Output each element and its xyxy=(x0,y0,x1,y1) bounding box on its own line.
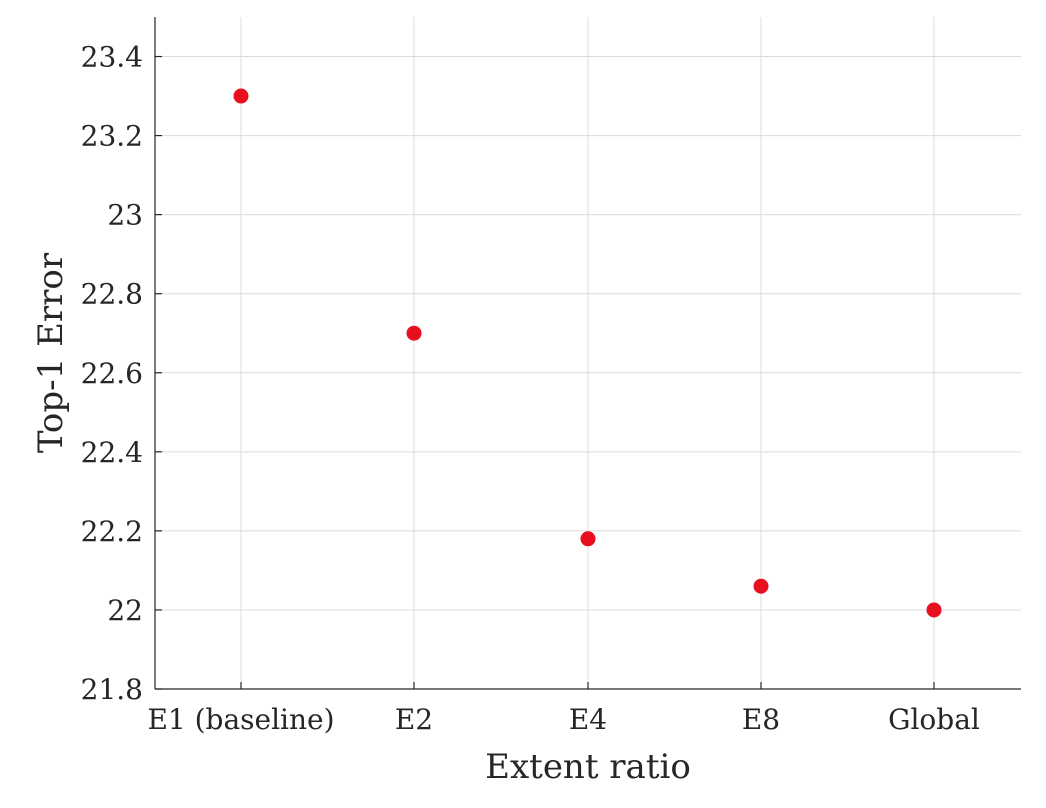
grid xyxy=(155,17,1021,689)
data-point xyxy=(580,531,596,547)
y-tick-label: 22.6 xyxy=(81,357,143,390)
y-tick-label: 23.2 xyxy=(81,120,143,153)
x-tick-label: E4 xyxy=(569,703,607,736)
x-tick-label: Global xyxy=(888,703,980,736)
data-point xyxy=(753,578,769,594)
y-tick-label: 22 xyxy=(107,594,143,627)
x-tick-label: E2 xyxy=(395,703,433,736)
data-point xyxy=(406,325,422,341)
y-axis-label: Top-1 Error xyxy=(31,252,71,453)
y-ticks: 21.8 22 22.2 22.4 22.6 22.8 23 23.2 23.4 xyxy=(81,41,162,706)
y-tick-label: 23 xyxy=(107,199,143,232)
y-tick-label: 22.4 xyxy=(81,436,143,469)
x-ticks: E1 (baseline) E2 E4 E8 Global xyxy=(147,682,980,736)
x-axis-label: Extent ratio xyxy=(485,747,691,787)
y-tick-label: 21.8 xyxy=(81,673,143,706)
y-tick-label: 22.2 xyxy=(81,515,143,548)
data-points xyxy=(233,88,942,618)
data-point xyxy=(926,602,942,618)
data-point xyxy=(233,88,249,104)
y-tick-label: 23.4 xyxy=(81,41,143,74)
x-tick-label: E8 xyxy=(742,703,780,736)
y-tick-label: 22.8 xyxy=(81,278,143,311)
x-tick-label: E1 (baseline) xyxy=(147,703,334,736)
